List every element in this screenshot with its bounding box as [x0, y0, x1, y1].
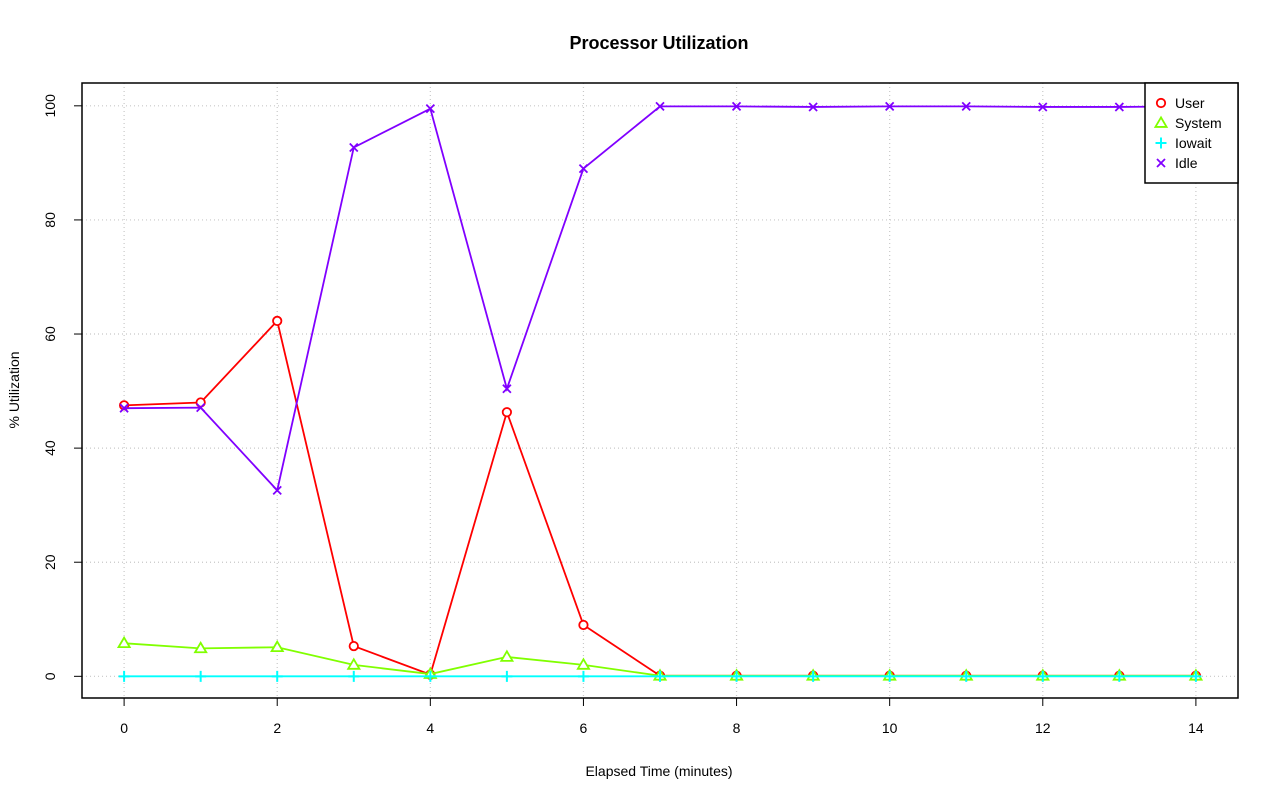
- y-axis-label: % Utilization: [6, 351, 22, 428]
- data-point-idle: [1114, 102, 1124, 112]
- grid-lines: [82, 83, 1238, 698]
- x-tick-label: 0: [120, 720, 128, 736]
- data-point-iowait: [960, 670, 972, 682]
- plot-frame: [81, 82, 1239, 699]
- data-point-iowait: [884, 670, 896, 682]
- data-point-user: [578, 619, 589, 631]
- data-point-idle: [349, 142, 359, 153]
- y-tick-label: 100: [42, 94, 58, 118]
- series-layer: [116, 101, 1204, 682]
- data-point-idle: [961, 101, 971, 112]
- series-line-user: [124, 319, 1196, 677]
- data-point-idle: [502, 384, 512, 394]
- x-tick-label: 6: [580, 720, 588, 736]
- legend-label: User: [1175, 95, 1205, 111]
- data-point-system: [270, 639, 285, 653]
- series-idle: [119, 101, 1201, 495]
- y-tick-label: 20: [42, 554, 58, 570]
- x-tick-label: 2: [273, 720, 281, 736]
- data-point-system: [499, 649, 515, 662]
- data-point-iowait: [501, 670, 513, 682]
- data-point-iowait: [807, 670, 819, 682]
- data-point-idle: [578, 163, 589, 174]
- data-point-user: [501, 407, 512, 418]
- data-point-iowait: [1037, 670, 1049, 682]
- y-tick-label: 40: [42, 440, 58, 456]
- x-axis: 0 2 4 6 8 10 12 14: [120, 698, 1204, 736]
- y-tick-label: 80: [42, 212, 58, 228]
- legend-label: System: [1175, 115, 1222, 131]
- legend: User System Iowait Idle: [1144, 82, 1239, 184]
- data-point-system: [193, 640, 208, 654]
- y-axis: 0 20 40 60 80 100: [42, 94, 82, 680]
- legend-item-user: User: [1155, 95, 1205, 111]
- data-point-idle: [885, 101, 895, 112]
- x-tick-label: 4: [426, 720, 434, 736]
- data-point-user: [272, 315, 283, 326]
- data-point-idle: [655, 101, 665, 112]
- y-tick-label: 60: [42, 326, 58, 342]
- data-point-iowait: [118, 670, 130, 682]
- data-point-idle: [731, 101, 742, 112]
- x-axis-label: Elapsed Time (minutes): [585, 763, 732, 779]
- legend-label: Idle: [1175, 155, 1198, 171]
- data-point-system: [576, 657, 591, 670]
- legend-item-iowait: Iowait: [1155, 135, 1212, 151]
- legend-item-system: System: [1153, 115, 1222, 131]
- series-iowait: [118, 670, 1202, 682]
- series-line-idle: [124, 105, 1196, 493]
- legend-marker-idle: [1156, 158, 1166, 168]
- legend-marker-user: [1155, 97, 1167, 109]
- legend-item-idle: Idle: [1156, 155, 1198, 171]
- data-point-idle: [272, 485, 282, 495]
- data-point-iowait: [1113, 670, 1125, 682]
- series-user: [119, 315, 1201, 681]
- data-point-iowait: [195, 670, 207, 682]
- data-point-iowait: [424, 670, 436, 682]
- data-point-iowait: [654, 670, 666, 682]
- data-point-iowait: [348, 670, 360, 682]
- x-tick-label: 10: [882, 720, 898, 736]
- data-point-idle: [1038, 102, 1048, 112]
- chart-title: Processor Utilization: [569, 33, 748, 53]
- data-point-idle: [196, 402, 206, 413]
- data-point-user: [348, 640, 359, 652]
- legend-label: Iowait: [1175, 135, 1212, 151]
- data-point-idle: [425, 104, 435, 114]
- x-tick-label: 12: [1035, 720, 1051, 736]
- data-point-iowait: [1190, 670, 1202, 682]
- x-tick-label: 14: [1188, 720, 1204, 736]
- x-tick-label: 8: [733, 720, 741, 736]
- legend-marker-iowait: [1155, 137, 1167, 149]
- legend-marker-system: [1153, 115, 1169, 128]
- data-point-system: [116, 635, 132, 649]
- data-point-iowait: [271, 670, 283, 682]
- data-point-iowait: [577, 670, 589, 682]
- data-point-iowait: [731, 670, 743, 682]
- y-tick-label: 0: [42, 672, 58, 680]
- data-point-idle: [808, 102, 818, 112]
- data-point-system: [346, 657, 361, 670]
- data-point-idle: [119, 403, 129, 413]
